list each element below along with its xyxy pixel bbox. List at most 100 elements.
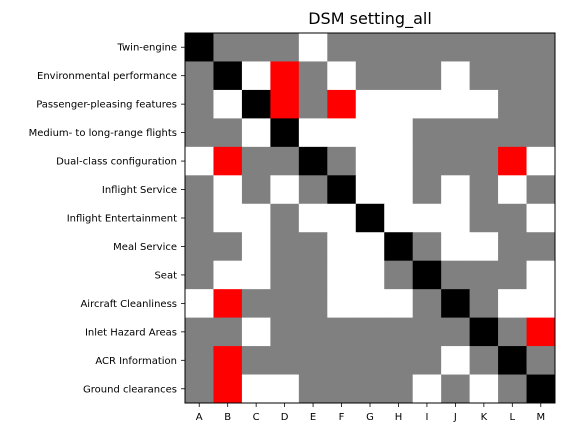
y-tick-label: Ground clearances [83, 384, 177, 395]
heatmap-cell-r10-c7 [384, 317, 414, 347]
heatmap-cell-r0-c5 [327, 33, 357, 62]
x-tick-label: L [510, 412, 516, 423]
heatmap-cell-r5-c12 [526, 175, 556, 205]
heatmap-cell-r7-c3 [270, 232, 300, 262]
heatmap-cell-r4-c5 [327, 146, 357, 176]
heatmap-cell-r9-c10 [469, 289, 499, 319]
y-tick-label: Dual-class configuration [56, 157, 177, 168]
heatmap-cell-r8-c2 [241, 260, 271, 290]
heatmap-cell-r6-c7 [384, 203, 414, 233]
heatmap-cell-r10-c10 [469, 317, 499, 347]
heatmap-cell-r12-c3 [270, 374, 300, 404]
heatmap-cells [185, 33, 556, 404]
x-tick-label: C [253, 412, 260, 423]
heatmap-cell-r5-c9 [441, 175, 471, 205]
y-tick-label: Seat [154, 270, 177, 281]
heatmap-cell-r8-c10 [469, 260, 499, 290]
heatmap-cell-r2-c2 [241, 89, 271, 119]
heatmap-cell-r12-c4 [298, 374, 328, 404]
heatmap-cell-r1-c0 [185, 61, 214, 91]
heatmap-cell-r1-c12 [526, 61, 556, 91]
heatmap-cell-r8-c8 [412, 260, 442, 290]
heatmap-cell-r3-c8 [412, 118, 442, 148]
heatmap-cell-r4-c0 [185, 146, 214, 176]
heatmap-cell-r7-c10 [469, 232, 499, 262]
heatmap-cell-r0-c12 [526, 33, 556, 62]
heatmap-cell-r12-c10 [469, 374, 499, 404]
heatmap-cell-r3-c7 [384, 118, 414, 148]
heatmap-cell-r3-c9 [441, 118, 471, 148]
heatmap-cell-r2-c10 [469, 89, 499, 119]
heatmap-cell-r2-c3 [270, 89, 300, 119]
heatmap-cell-r0-c9 [441, 33, 471, 62]
heatmap-cell-r0-c0 [185, 33, 214, 62]
heatmap-cell-r0-c1 [213, 33, 243, 62]
heatmap-cell-r6-c11 [498, 203, 527, 233]
heatmap-cell-r12-c6 [355, 374, 385, 404]
heatmap-cell-r6-c1 [213, 203, 243, 233]
heatmap-cell-r8-c4 [298, 260, 328, 290]
heatmap-cell-r3-c0 [185, 118, 214, 148]
heatmap-cell-r7-c8 [412, 232, 442, 262]
heatmap-cell-r12-c1 [213, 374, 243, 404]
heatmap-cell-r5-c7 [384, 175, 414, 205]
heatmap-cell-r8-c1 [213, 260, 243, 290]
heatmap-cell-r9-c8 [412, 289, 442, 319]
heatmap-cell-r9-c3 [270, 289, 300, 319]
y-axis-ticks: Twin-engine Environmental performance Pass… [29, 43, 185, 395]
heatmap-cell-r11-c9 [441, 346, 471, 375]
heatmap-cell-r7-c1 [213, 232, 243, 262]
heatmap-cell-r7-c9 [441, 232, 471, 262]
heatmap-cell-r3-c10 [469, 118, 499, 148]
heatmap-cell-r11-c1 [213, 346, 243, 375]
y-tick-label: Passenger-pleasing features [36, 100, 177, 111]
heatmap-cell-r1-c7 [384, 61, 414, 91]
heatmap-cell-r3-c4 [298, 118, 328, 148]
heatmap-cell-r4-c11 [498, 146, 527, 176]
x-tick-label: D [281, 412, 289, 423]
heatmap-cell-r11-c3 [270, 346, 300, 375]
heatmap-cell-r6-c2 [241, 203, 271, 233]
y-tick-label: Meal Service [113, 242, 177, 253]
heatmap-cell-r8-c11 [498, 260, 527, 290]
heatmap-cell-r6-c0 [185, 203, 214, 233]
heatmap-cell-r10-c0 [185, 317, 214, 347]
heatmap-cell-r8-c3 [270, 260, 300, 290]
heatmap-cell-r6-c5 [327, 203, 357, 233]
heatmap-cell-r7-c7 [384, 232, 414, 262]
heatmap-cell-r0-c6 [355, 33, 385, 62]
heatmap-cell-r7-c11 [498, 232, 527, 262]
heatmap-cell-r10-c9 [441, 317, 471, 347]
heatmap-cell-r6-c9 [441, 203, 471, 233]
heatmap-cell-r3-c11 [498, 118, 527, 148]
x-tick-label: B [224, 412, 231, 423]
heatmap-cell-r11-c6 [355, 346, 385, 375]
heatmap-cell-r3-c1 [213, 118, 243, 148]
heatmap-cell-r2-c7 [384, 89, 414, 119]
heatmap-cell-r4-c7 [384, 146, 414, 176]
heatmap-cell-r6-c4 [298, 203, 328, 233]
heatmap-cell-r9-c5 [327, 289, 357, 319]
heatmap-cell-r6-c10 [469, 203, 499, 233]
heatmap-cell-r8-c6 [355, 260, 385, 290]
x-tick-label: A [196, 412, 203, 423]
heatmap-cell-r9-c4 [298, 289, 328, 319]
y-tick-label: Inlet Hazard Areas [85, 327, 177, 338]
heatmap-cell-r10-c3 [270, 317, 300, 347]
heatmap-cell-r0-c2 [241, 33, 271, 62]
x-tick-label: K [481, 412, 488, 423]
heatmap-cell-r1-c8 [412, 61, 442, 91]
heatmap-cell-r9-c7 [384, 289, 414, 319]
heatmap-cell-r10-c5 [327, 317, 357, 347]
heatmap-cell-r5-c4 [298, 175, 328, 205]
heatmap-cell-r5-c0 [185, 175, 214, 205]
heatmap-cell-r5-c1 [213, 175, 243, 205]
heatmap-cell-r0-c4 [298, 33, 328, 62]
y-tick-label: Medium- to long-range flights [29, 128, 177, 139]
x-tick-label: F [339, 412, 345, 423]
y-tick-label: Inflight Service [102, 185, 177, 196]
heatmap-cell-r11-c7 [384, 346, 414, 375]
heatmap-cell-r5-c5 [327, 175, 357, 205]
heatmap-cell-r4-c1 [213, 146, 243, 176]
heatmap-cell-r5-c3 [270, 175, 300, 205]
